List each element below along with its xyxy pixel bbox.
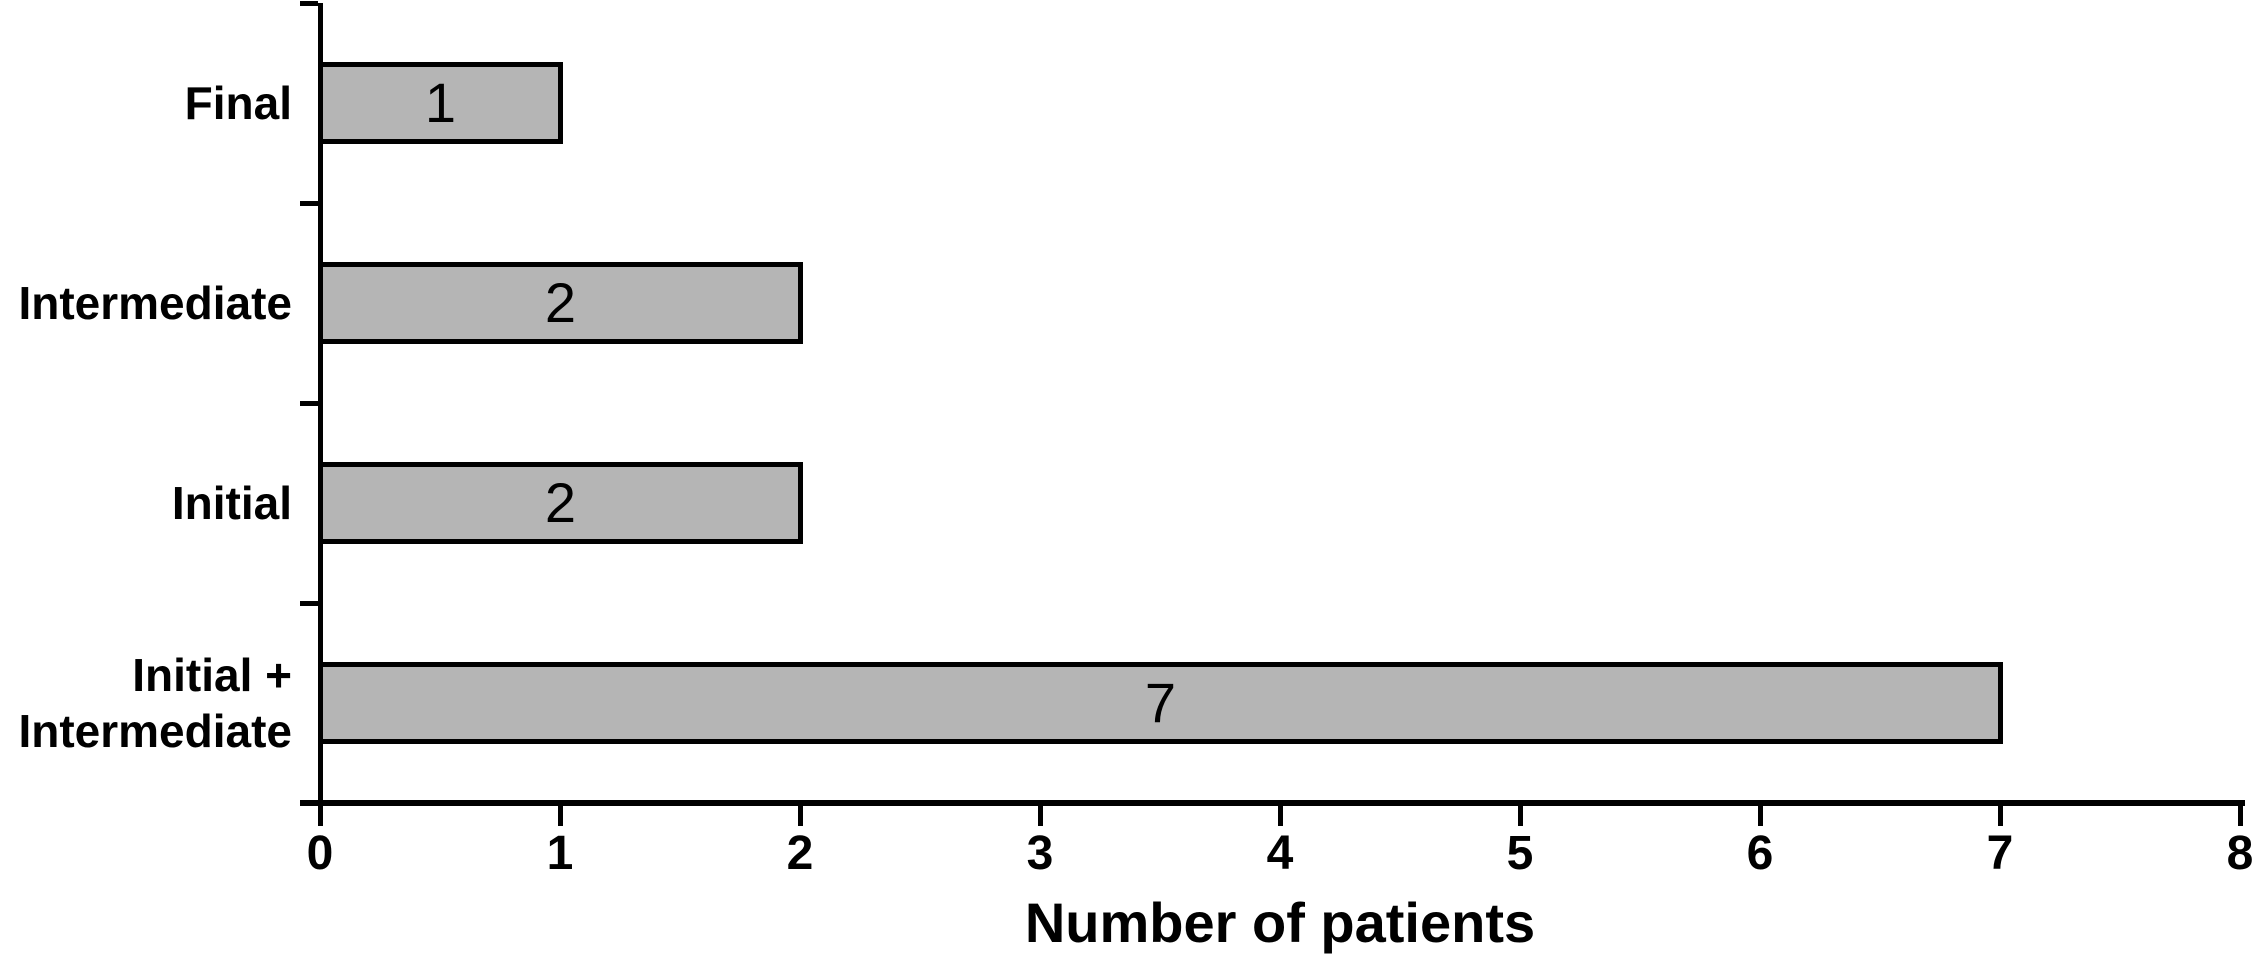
bar-value-label: 2 [544, 471, 577, 534]
x-axis-tick-label: 3 [1026, 827, 1054, 880]
bar-value-label: 2 [544, 271, 577, 334]
bar-initialintermediate: 7 [318, 662, 2003, 744]
y-axis-tick [300, 601, 318, 606]
x-axis-tick-label: 1 [546, 827, 574, 880]
x-axis-tick [1998, 800, 2003, 826]
bar-value-label: 1 [424, 71, 457, 134]
x-axis-tick [2238, 800, 2243, 826]
x-axis-tick-label: 5 [1506, 827, 1534, 880]
bar-intermediate: 2 [318, 262, 803, 344]
bar-value-label: 7 [1144, 671, 1177, 734]
x-axis-tick [1278, 800, 1283, 826]
category-label: Initial + Intermediate [18, 648, 292, 757]
x-axis-title: Number of patients [1024, 891, 1536, 954]
bar-initial: 2 [318, 462, 803, 544]
x-axis-tick [1518, 800, 1523, 826]
x-axis-tick [558, 800, 563, 826]
x-axis-tick [798, 800, 803, 826]
x-axis-tick-label: 7 [1986, 827, 2014, 880]
x-axis-tick-label: 8 [2226, 827, 2254, 880]
bar-final: 1 [318, 62, 563, 144]
x-axis-tick [1758, 800, 1763, 826]
category-label: Initial [171, 476, 292, 529]
y-axis-tick [300, 401, 318, 406]
x-axis-line [300, 800, 2245, 806]
x-axis-tick-label: 0 [306, 827, 334, 880]
y-axis-tick [300, 1, 318, 6]
y-axis-tick [300, 201, 318, 206]
x-axis-tick-label: 2 [786, 827, 814, 880]
category-label: Final [184, 76, 292, 129]
y-axis-line [318, 3, 323, 803]
category-label: Intermediate [18, 276, 292, 329]
x-axis-tick-label: 6 [1746, 827, 1774, 880]
x-axis-tick-label: 4 [1266, 827, 1294, 880]
x-axis-tick [1038, 800, 1043, 826]
x-axis-tick [318, 800, 323, 826]
